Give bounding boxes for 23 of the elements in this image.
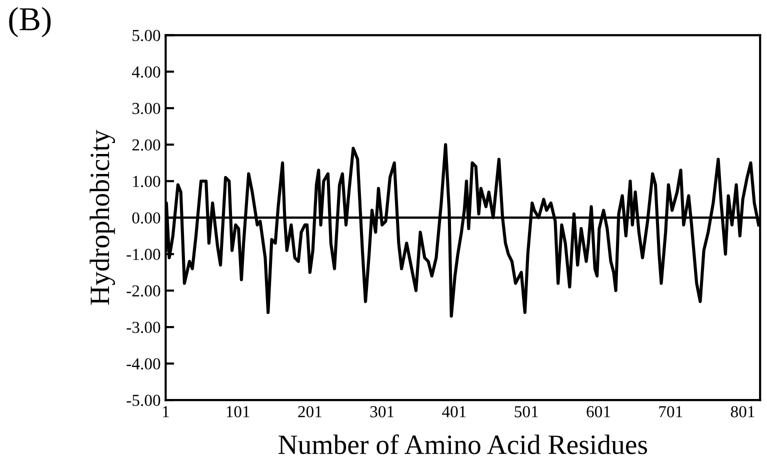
x-tick-label: 1 [162,406,169,418]
y-tick-label: 3.00 [132,102,160,114]
y-tick-label: 4.00 [132,66,160,78]
y-tick-label: 5.00 [132,30,160,42]
y-tick-label: -4.00 [126,358,160,370]
y-tick-label: -1.00 [126,248,160,260]
y-tick-label: 1.00 [133,176,160,188]
x-tick-label: 801 [730,406,754,418]
x-tick-label: 501 [514,406,538,418]
y-tick-label: -2.00 [126,285,160,297]
y-axis-title: Hydrophobicity [90,130,115,305]
x-tick-label: 601 [586,406,610,418]
x-tick-label: 201 [298,406,322,418]
chart-title: (B) [9,7,51,38]
y-tick-label: 2.00 [132,139,160,151]
x-axis-title: Number of Amino Acid Residues [278,434,648,454]
y-tick-label: -5.00 [126,394,160,406]
x-tick-label: 401 [442,406,466,418]
x-tick-label: 301 [370,406,394,418]
y-tick-label: 0.00 [132,212,160,224]
y-tick-label: -3.00 [126,322,160,334]
x-tick-label: 701 [659,406,682,418]
x-tick-label: 101 [226,406,250,418]
